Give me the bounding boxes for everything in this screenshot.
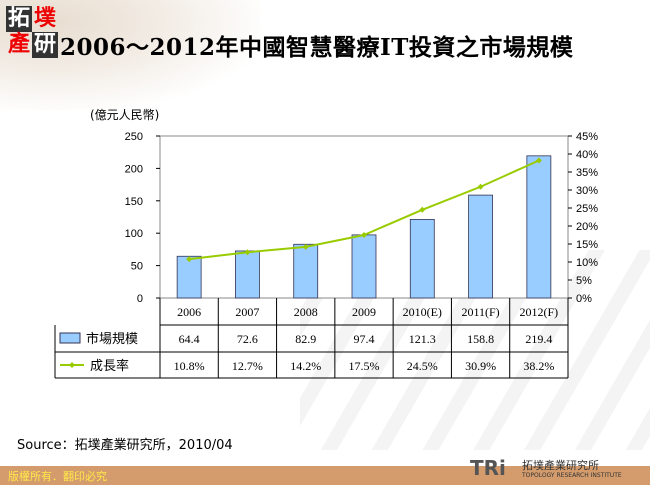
data-label: 10.8% <box>174 359 205 373</box>
x-tick-label: 2009 <box>352 305 376 319</box>
line-marker <box>244 249 251 256</box>
data-label: 82.9 <box>295 332 316 346</box>
line-marker <box>477 183 484 190</box>
x-tick-label: 2011(F) <box>461 305 499 319</box>
data-label: 38.2% <box>523 359 554 373</box>
line-marker <box>535 157 542 164</box>
x-tick-label: 2006 <box>177 305 201 319</box>
y-tick-label: 200 <box>125 163 143 175</box>
y2-tick-label: 30% <box>576 185 598 197</box>
bar <box>351 234 377 299</box>
logo-char: 產 <box>7 32 30 57</box>
data-label: 158.8 <box>467 332 494 346</box>
x-tick-label: 2010(E) <box>403 305 442 319</box>
logo: 拓墣產研 <box>6 6 58 58</box>
y-axis-label: (億元人民幣) <box>90 108 160 122</box>
page-title: 2006～2012年中國智慧醫療IT投資之市場規模 <box>60 34 574 61</box>
y2-tick-label: 40% <box>576 149 598 161</box>
bar <box>468 194 493 299</box>
bar <box>235 250 260 299</box>
data-label: 30.9% <box>465 359 496 373</box>
data-label: 64.4 <box>179 332 200 346</box>
y2-tick-label: 45% <box>576 131 598 143</box>
x-tick-label: 2012(F) <box>520 305 559 319</box>
data-label: 24.5% <box>407 359 438 373</box>
copyright-text: 版權所有．翻印必究 <box>8 470 107 483</box>
line-marker <box>419 206 426 213</box>
y-tick-label: 50 <box>131 261 143 273</box>
logo-char: 墣 <box>33 6 56 31</box>
x-tick-label: 2008 <box>294 305 318 319</box>
data-label: 121.3 <box>409 332 436 346</box>
logo-char: 拓 <box>6 6 32 32</box>
legend-label: 市場規模 <box>86 331 138 346</box>
y-tick-label: 0 <box>137 293 143 305</box>
legend-bar-swatch <box>59 332 81 344</box>
brand-name: 拓墣產業研究所 <box>522 459 599 472</box>
legend-marker <box>69 362 75 368</box>
y-tick-label: 100 <box>125 228 143 240</box>
footer-bar: 版權所有．翻印必究 <box>0 466 650 485</box>
bar <box>526 155 552 299</box>
bar <box>176 255 202 299</box>
y2-tick-label: 35% <box>576 167 598 179</box>
y2-tick-label: 20% <box>576 221 598 233</box>
logo-char: 研 <box>32 32 58 58</box>
y2-tick-label: 10% <box>576 257 598 269</box>
bar <box>409 218 435 299</box>
y2-tick-label: 15% <box>576 239 598 251</box>
data-label: 219.4 <box>525 332 552 346</box>
data-label: 97.4 <box>354 332 375 346</box>
y-tick-label: 250 <box>125 131 143 143</box>
y2-tick-label: 0% <box>576 293 592 305</box>
y2-tick-label: 5% <box>576 275 592 287</box>
legend-label: 成長率 <box>90 358 129 373</box>
data-label: 12.7% <box>232 359 263 373</box>
line-marker <box>302 243 309 250</box>
data-label: 72.6 <box>237 332 258 346</box>
source-note: Source：拓墣產業研究所，2010/04 <box>17 438 233 453</box>
x-tick-label: 2007 <box>235 305 259 319</box>
chart: 0 50 100 150 200 250 0% 5% 10% 15% 20% 25% 30% 35% 40%… <box>54 131 598 379</box>
data-label: 14.2% <box>290 359 321 373</box>
y2-tick-label: 25% <box>576 203 598 215</box>
bar <box>293 243 319 299</box>
y-tick-label: 150 <box>125 196 143 208</box>
brand-logo: TRi <box>470 456 506 480</box>
data-label: 17.5% <box>349 359 380 373</box>
line-marker <box>361 232 367 238</box>
brand-english: TOPOLOGY RESEARCH INSTITUTE <box>522 472 622 479</box>
line-marker <box>186 256 193 263</box>
